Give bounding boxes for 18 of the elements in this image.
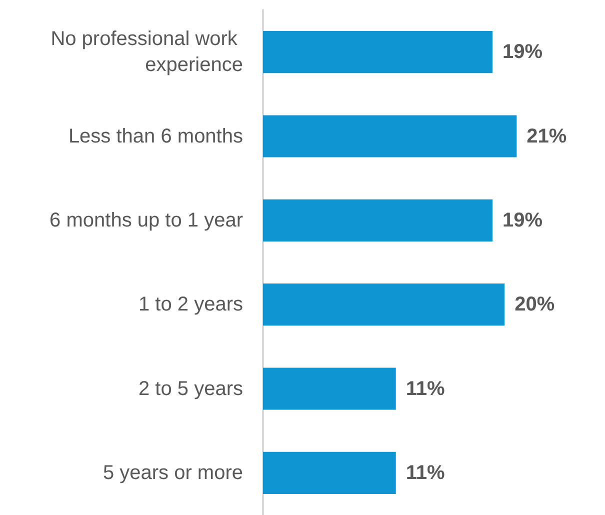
bar [263,115,517,158]
y-tick-label: 5 years or more [102,462,243,484]
data-label: 11% [406,462,446,484]
data-label: 11% [406,378,446,400]
y-tick-label: Less than 6 months [68,125,243,148]
bar [263,452,396,494]
data-label: 21% [526,125,567,148]
y-tick-label: 1 to 2 years [138,294,243,316]
bar [263,31,493,74]
bar [263,284,505,326]
bar [263,199,493,242]
data-label: 19% [502,209,543,232]
y-tick-label: 2 to 5 years [138,378,243,400]
data-label: 20% [514,294,555,316]
bar [263,368,396,410]
y-tick-label: 6 months up to 1 year [50,209,244,232]
y-tick-label: No professional work experience [50,28,243,76]
data-label: 19% [502,41,543,64]
